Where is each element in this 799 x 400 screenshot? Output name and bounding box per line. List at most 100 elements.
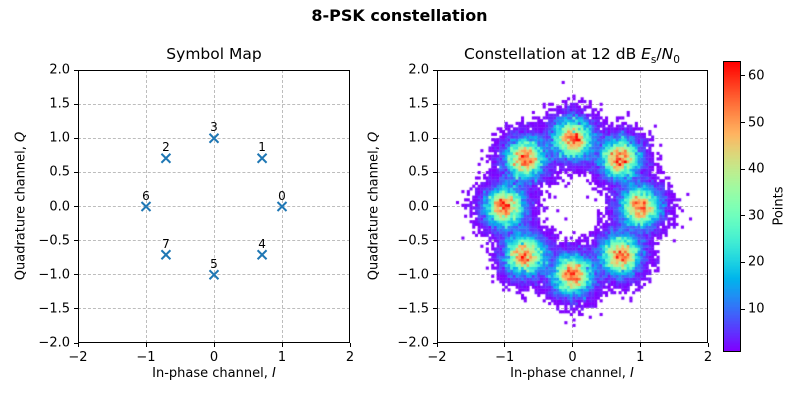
symbol-marker-x bbox=[160, 249, 172, 260]
symbol-marker-x bbox=[256, 249, 268, 260]
y-tick-label: −1.0 bbox=[38, 267, 70, 283]
y-tick-label: 0.5 bbox=[408, 164, 429, 180]
constellation-plot-area bbox=[437, 70, 708, 343]
x-tick-mark bbox=[504, 343, 506, 347]
y-tick-mark bbox=[74, 240, 78, 242]
colorbar-label: Points bbox=[771, 186, 787, 226]
constellation-xlabel-text: In-phase channel, bbox=[510, 366, 630, 381]
colorbar-tick-mark bbox=[741, 122, 745, 124]
constellation-title: Constellation at 12 dB Es/N0 bbox=[464, 45, 680, 66]
x-tick-label: −2 bbox=[427, 350, 447, 365]
colorbar-gradient bbox=[724, 62, 740, 351]
symbol-map-xlabel-text: In-phase channel, bbox=[152, 366, 272, 381]
colorbar-frame bbox=[723, 61, 741, 352]
symbol-label: 1 bbox=[258, 140, 266, 155]
y-tick-label: 1.5 bbox=[49, 96, 70, 112]
y-tick-mark bbox=[74, 171, 78, 173]
y-tick-label: −0.5 bbox=[397, 233, 429, 249]
constellation-ylabel-var: Q bbox=[366, 131, 382, 142]
x-tick-label: −2 bbox=[68, 350, 88, 365]
x-tick-label: −1 bbox=[136, 350, 156, 365]
y-tick-label: −2.0 bbox=[38, 335, 70, 351]
symbol-map-xlabel: In-phase channel, I bbox=[152, 366, 276, 381]
symbol-label: 7 bbox=[162, 236, 170, 251]
colorbar-tick-label: 40 bbox=[748, 161, 765, 177]
x-tick-mark bbox=[436, 343, 438, 347]
y-tick-mark bbox=[74, 342, 78, 344]
y-tick-mark bbox=[433, 171, 437, 173]
gridline-horizontal bbox=[78, 206, 350, 207]
colorbar-tick-label: 30 bbox=[748, 208, 765, 224]
y-tick-mark bbox=[433, 69, 437, 71]
colorbar-tick-label: 50 bbox=[748, 115, 765, 131]
symbol-marker-x bbox=[208, 269, 220, 280]
gridline-horizontal bbox=[78, 240, 350, 242]
y-tick-mark bbox=[433, 240, 437, 242]
x-tick-mark bbox=[213, 343, 215, 347]
x-tick-mark bbox=[707, 343, 709, 347]
symbol-label: 4 bbox=[258, 236, 266, 251]
figure-title: 8-PSK constellation bbox=[311, 6, 488, 25]
colorbar-tick-label: 20 bbox=[748, 254, 765, 270]
y-tick-label: 1.5 bbox=[408, 96, 429, 112]
y-tick-mark bbox=[433, 274, 437, 276]
colorbar-tick-mark bbox=[741, 308, 745, 310]
symbol-map-ylabel-text: Quadrature channel, bbox=[13, 142, 29, 281]
x-tick-label: 0 bbox=[209, 350, 219, 365]
constellation-title-sub-s: s bbox=[650, 54, 657, 67]
x-tick-label: 0 bbox=[568, 350, 577, 365]
constellation-xlabel: In-phase channel, I bbox=[510, 366, 634, 381]
symbol-label: 6 bbox=[142, 188, 150, 203]
y-tick-label: 0.5 bbox=[49, 164, 70, 180]
x-tick-mark bbox=[77, 343, 79, 347]
y-tick-label: 2.0 bbox=[49, 62, 70, 78]
gridline-horizontal bbox=[78, 103, 350, 105]
colorbar-tick-mark bbox=[741, 168, 745, 170]
x-tick-label: −1 bbox=[495, 350, 515, 365]
y-tick-mark bbox=[74, 274, 78, 276]
x-tick-label: 2 bbox=[345, 350, 355, 365]
y-tick-mark bbox=[433, 137, 437, 139]
x-tick-mark bbox=[639, 343, 641, 347]
symbol-markers-layer bbox=[140, 133, 288, 280]
constellation-title-text: Constellation at 12 dB bbox=[464, 45, 642, 63]
y-tick-mark bbox=[74, 103, 78, 105]
x-tick-mark bbox=[572, 343, 573, 347]
x-tick-mark bbox=[281, 343, 283, 347]
symbol-label: 0 bbox=[278, 188, 286, 203]
symbol-marker-x bbox=[276, 201, 288, 212]
colorbar-tick-mark bbox=[741, 215, 745, 217]
colorbar-tick-label: 60 bbox=[748, 68, 765, 84]
y-tick-label: −0.5 bbox=[38, 233, 70, 249]
constellation-ylabel: Quadrature channel, Q bbox=[367, 132, 382, 280]
y-tick-label: −1.5 bbox=[38, 301, 70, 317]
y-tick-mark bbox=[433, 206, 437, 207]
constellation-title-var-n: N bbox=[661, 45, 674, 63]
y-tick-label: −1.5 bbox=[397, 301, 429, 317]
y-tick-mark bbox=[433, 103, 437, 105]
constellation-xlabel-var: I bbox=[630, 366, 634, 381]
symbol-marker-x bbox=[208, 133, 220, 144]
x-tick-mark bbox=[145, 343, 147, 347]
symbol-map-xlabel-var: I bbox=[272, 366, 276, 381]
symbol-map-title: Symbol Map bbox=[166, 45, 262, 63]
constellation-title-sub-0: 0 bbox=[673, 54, 680, 67]
y-tick-mark bbox=[74, 206, 78, 207]
x-tick-label: 1 bbox=[636, 350, 645, 365]
constellation-histogram bbox=[437, 70, 708, 343]
y-tick-label: −2.0 bbox=[397, 335, 429, 351]
symbol-marker-x bbox=[160, 153, 172, 164]
symbol-marker-x bbox=[140, 201, 152, 212]
constellation-title-separator: / bbox=[656, 45, 662, 63]
symbol-map-ylabel-var: Q bbox=[13, 131, 29, 142]
y-tick-mark bbox=[433, 342, 437, 344]
y-tick-label: 0.0 bbox=[408, 199, 429, 214]
symbol-marker-x bbox=[256, 153, 268, 164]
x-tick-mark bbox=[349, 343, 351, 347]
symbol-label: 2 bbox=[162, 140, 170, 155]
y-tick-label: 2.0 bbox=[408, 62, 429, 78]
y-tick-mark bbox=[433, 308, 437, 310]
gridline-horizontal bbox=[78, 171, 350, 173]
y-tick-mark bbox=[74, 308, 78, 310]
